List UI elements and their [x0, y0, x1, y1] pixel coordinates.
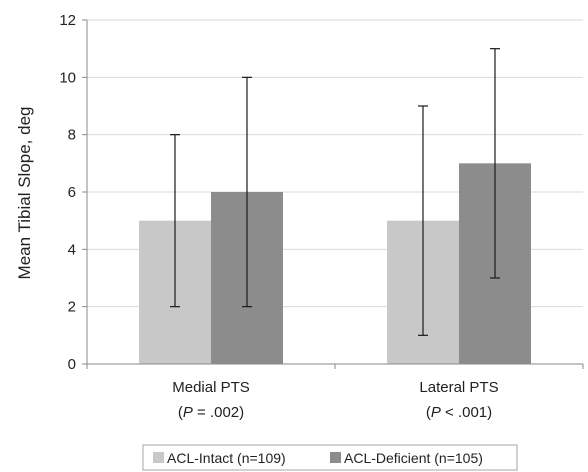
y-axis-label: Mean Tibial Slope, deg — [15, 107, 34, 280]
p-value-label: (P = .002) — [178, 404, 244, 421]
legend-label: ACL-Deficient (n=105) — [344, 450, 483, 466]
category-label: Medial PTS — [172, 379, 250, 396]
y-tick-label: 4 — [68, 241, 76, 258]
legend-swatch — [153, 452, 164, 463]
y-tick-label: 0 — [68, 356, 76, 373]
y-tick-label: 8 — [68, 127, 76, 144]
y-tick-label: 12 — [59, 12, 76, 29]
category-label: Lateral PTS — [419, 379, 498, 396]
y-axis-ticks: 0 2 4 6 8 10 12 — [59, 12, 76, 373]
legend-swatch — [330, 452, 341, 463]
y-tick-label: 2 — [68, 299, 76, 316]
legend: ACL-Intact (n=109) ACL-Deficient (n=105) — [142, 444, 518, 471]
bars — [139, 163, 531, 364]
legend-label: ACL-Intact (n=109) — [167, 450, 286, 466]
axes — [82, 19, 584, 369]
y-tick-label: 10 — [59, 69, 76, 86]
error-bars — [170, 48, 500, 336]
y-tick-label: 6 — [68, 184, 76, 201]
p-value-label: (P < .001) — [426, 404, 492, 421]
category-labels: Medial PTS (P = .002) Lateral PTS (P < .001… — [172, 379, 498, 421]
